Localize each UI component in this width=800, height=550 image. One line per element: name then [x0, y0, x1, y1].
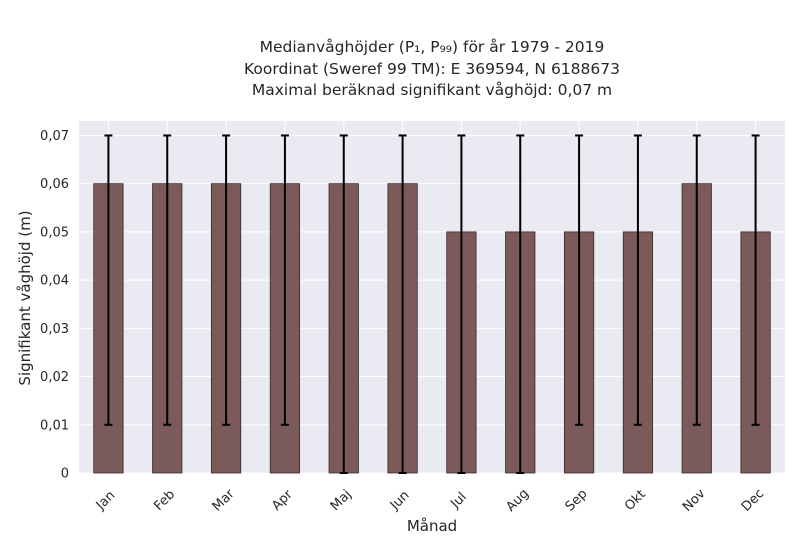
title-line-3: Maximal beräknad signifikant våghöjd: 0,…: [252, 81, 612, 99]
x-axis-ticks: Jan Feb Mar Apr Maj Jun Jul Aug Sep Okt Nov Dec: [93, 486, 767, 515]
y-axis-ticks: 0 0,01 0,02 0,03 0,04 0,05 0,06 0,07: [40, 129, 69, 482]
x-tick-label: Okt: [622, 487, 649, 514]
x-tick-label: Sep: [563, 487, 591, 515]
y-tick-label: 0,03: [40, 322, 69, 337]
x-tick-label: Jan: [93, 488, 118, 513]
title-line-1: Medianvåghöjder (P₁, P₉₉) för år 1979 - …: [260, 38, 605, 56]
x-tick-label: Dec: [739, 486, 767, 514]
x-tick-label: Maj: [328, 487, 355, 514]
y-tick-label: 0: [61, 467, 69, 482]
x-tick-label: Aug: [503, 486, 532, 515]
x-tick-label: Nov: [680, 486, 709, 515]
x-tick-label: Mar: [210, 486, 238, 514]
y-tick-label: 0,02: [40, 370, 69, 385]
y-tick-label: 0,05: [40, 225, 69, 240]
x-tick-label: Apr: [269, 487, 296, 514]
x-tick-label: Jun: [387, 488, 413, 514]
y-axis-label: Signifikant våghöjd (m): [16, 210, 34, 385]
title-line-2: Koordinat (Sweref 99 TM): E 369594, N 61…: [244, 60, 620, 78]
plot-area: [79, 121, 785, 473]
x-axis-label: Månad: [407, 517, 457, 535]
chart-title: Medianvåghöjder (P₁, P₉₉) för år 1979 - …: [244, 38, 620, 99]
y-tick-label: 0,04: [40, 274, 69, 289]
y-tick-label: 0,07: [40, 129, 69, 144]
error-bars: [104, 134, 760, 474]
x-tick-label: Feb: [151, 487, 178, 514]
y-tick-label: 0,06: [40, 177, 69, 192]
x-tick-label: Jul: [447, 490, 469, 512]
y-tick-label: 0,01: [40, 418, 69, 433]
